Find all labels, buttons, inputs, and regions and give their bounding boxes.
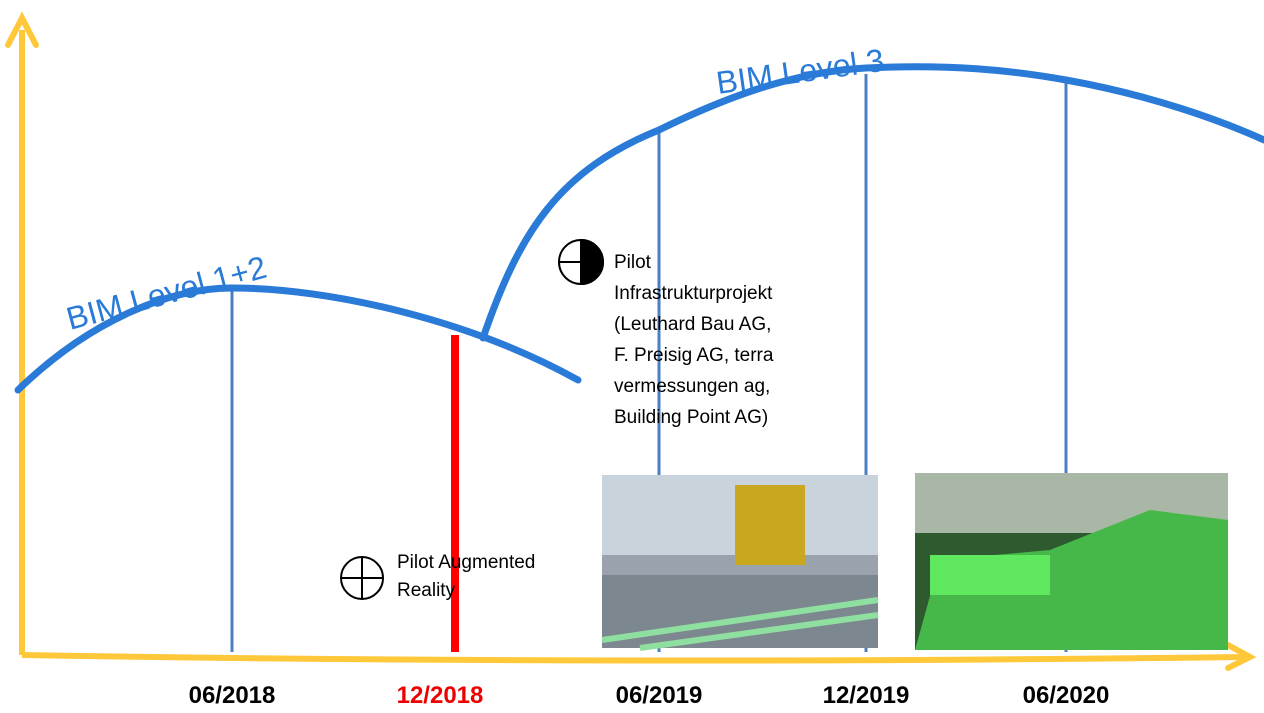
milestone-line: Pilot <box>614 252 652 273</box>
milestone-line: Pilot Augmented <box>397 552 535 573</box>
date-label: 06/2018 <box>189 682 276 709</box>
milestone-line: (Leuthard Bau AG, <box>614 314 771 335</box>
curve-label: BIM Level 3 <box>714 42 886 101</box>
x-axis <box>22 655 1245 661</box>
milestone-line: Reality <box>397 580 456 601</box>
milestone-line: Building Point AG) <box>614 407 768 428</box>
curve-label: BIM Level 1+2 <box>62 249 270 337</box>
milestone-label: Pilot Infrastrukturprojekt (Leuthard Bau… <box>614 252 779 428</box>
milestone-label: Pilot Augmented Reality <box>397 552 541 601</box>
date-label: 06/2020 <box>1023 682 1110 709</box>
date-label: 06/2019 <box>616 682 703 709</box>
milestone-line: F. Preisig AG, terra <box>614 345 774 366</box>
date-label: 12/2018 <box>397 682 484 709</box>
photo-ar-app <box>915 473 1228 650</box>
curve-bim-3 <box>483 67 1264 338</box>
pilot-icon <box>559 240 603 284</box>
photo-excavator <box>602 475 878 648</box>
milestone-line: Infrastrukturprojekt <box>614 283 773 304</box>
pilot-icon <box>341 557 383 599</box>
date-label: 12/2019 <box>823 682 910 709</box>
milestone-line: vermessungen ag, <box>614 376 770 397</box>
slide: BIM Level 1+2 BIM Level 3 Pilot Augmente… <box>0 0 1264 713</box>
